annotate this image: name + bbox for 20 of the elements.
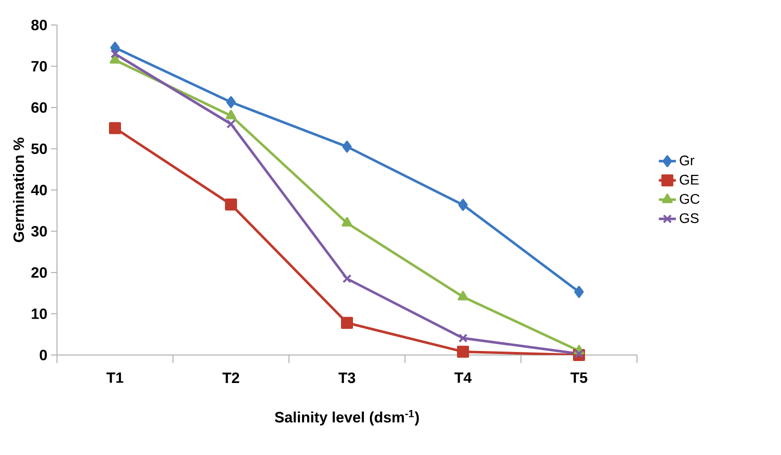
y-tick-label: 80 <box>31 20 47 30</box>
x-tick-label: T3 <box>338 372 356 384</box>
legend-label: GE <box>680 174 699 185</box>
x-tick-label: T2 <box>222 372 240 383</box>
x-tick-label: T4 <box>454 372 472 383</box>
y-tick-label: 50 <box>31 143 47 154</box>
legend-label: GS <box>680 213 699 224</box>
y-tick-label: 10 <box>32 308 47 320</box>
y-tick-label: 30 <box>31 226 47 237</box>
x-tick-label: T5 <box>570 372 588 383</box>
y-axis-title: Germination % <box>13 138 24 242</box>
legend-label: Gr <box>680 156 694 166</box>
y-tick-label: 40 <box>31 184 47 196</box>
legend-label: GC <box>680 194 700 204</box>
y-tick-label: 70 <box>32 60 47 72</box>
y-tick-label: 60 <box>31 102 47 113</box>
y-tick-label: 0 <box>40 350 47 360</box>
x-axis-title: Salinity level (dsm$^{-1}$) <box>274 410 419 426</box>
y-tick-label: 20 <box>31 267 47 278</box>
x-tick-label: T1 <box>106 372 124 383</box>
